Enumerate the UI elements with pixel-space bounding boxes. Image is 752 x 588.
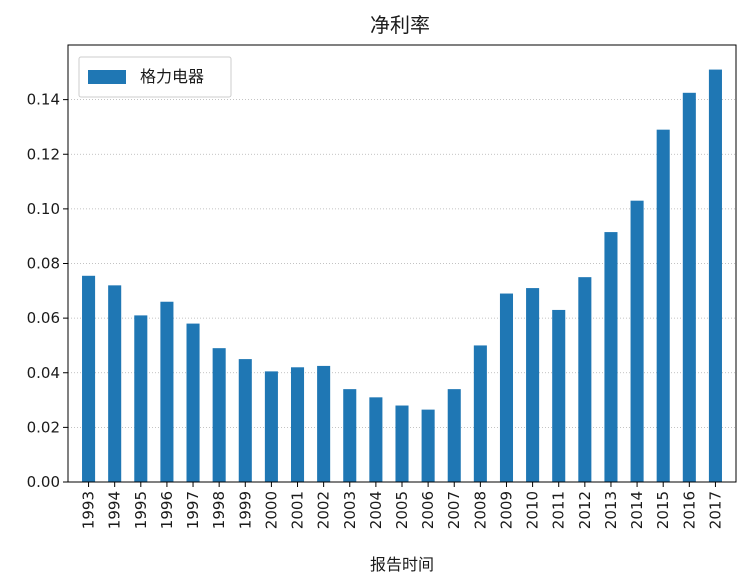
x-tick-label: 2002 [315, 491, 333, 529]
bar-2017 [708, 69, 722, 483]
bar-2007 [447, 389, 461, 482]
x-axis: 1993 1994 1995 1996 1997 1998 1999 2000 2001 2002… [80, 482, 724, 529]
x-tick-label: 2017 [706, 491, 724, 529]
x-tick-label: 2013 [602, 491, 620, 529]
bar-2010 [526, 288, 540, 482]
bar-2004 [369, 397, 383, 482]
legend-swatch [88, 70, 126, 84]
x-tick-label: 2005 [393, 491, 411, 529]
x-tick-label: 1997 [184, 491, 202, 529]
x-tick-label: 2006 [419, 491, 437, 529]
bar-2003 [343, 389, 357, 482]
bar-2015 [656, 129, 670, 482]
x-tick-label: 1995 [132, 491, 150, 529]
x-tick-label: 1998 [210, 491, 228, 529]
x-tick-label: 2016 [680, 491, 698, 529]
y-tick-label: 0.06 [27, 309, 60, 327]
bar-2008 [473, 345, 487, 482]
legend-label: 格力电器 [140, 67, 204, 86]
y-tick-label: 0.14 [27, 91, 60, 109]
y-tick-label: 0.00 [27, 473, 60, 491]
bar-1995 [134, 315, 148, 482]
x-axis-label: 报告时间 [370, 555, 434, 574]
x-tick-label: 1999 [236, 491, 254, 529]
x-tick-label: 2012 [576, 491, 594, 529]
x-tick-label: 2011 [550, 491, 568, 529]
bar-2009 [499, 293, 514, 482]
x-tick-label: 1994 [106, 491, 124, 529]
x-tick-label: 2014 [628, 491, 646, 529]
x-tick-label: 1996 [158, 491, 176, 529]
x-tick-label: 1993 [80, 491, 98, 529]
bar-2005 [395, 405, 409, 482]
y-tick-label: 0.12 [27, 145, 60, 163]
bar-1998 [212, 348, 226, 482]
bar-2013 [604, 232, 618, 482]
legend-box [78, 56, 232, 98]
bar-2001 [290, 367, 305, 482]
y-tick-label: 0.04 [27, 364, 60, 382]
y-tick-label: 0.08 [27, 255, 60, 273]
x-tick-label: 2008 [471, 491, 489, 529]
y-axis: 0.00 0.02 0.04 0.06 0.08 0.10 0.12 0.14 [27, 91, 68, 491]
chart-title: 净利率 [370, 13, 430, 37]
x-tick-label: 2009 [497, 491, 515, 529]
x-tick-label: 2001 [289, 491, 307, 529]
x-tick-label: 2010 [524, 491, 542, 529]
bars [82, 69, 722, 483]
bar-2002 [317, 365, 331, 482]
y-tick-label: 0.10 [27, 200, 60, 218]
bar-1994 [108, 285, 122, 482]
bar-2016 [682, 92, 696, 482]
bar-1993 [82, 275, 96, 482]
x-tick-label: 2003 [341, 491, 359, 529]
y-tick-label: 0.02 [27, 418, 60, 436]
bar-2011 [552, 309, 566, 482]
bar-1999 [238, 359, 252, 482]
bar-2000 [264, 371, 278, 482]
x-tick-label: 2015 [654, 491, 672, 529]
x-tick-label: 2000 [262, 491, 280, 529]
gridlines [68, 99, 736, 428]
x-tick-label: 2004 [367, 491, 385, 529]
legend: 格力电器 [78, 56, 232, 98]
bar-1996 [160, 301, 174, 482]
bar-2006 [421, 409, 435, 482]
x-tick-label: 2007 [445, 491, 463, 529]
bar-2014 [630, 200, 644, 482]
bar-1997 [186, 323, 200, 482]
bar-2012 [578, 277, 592, 482]
